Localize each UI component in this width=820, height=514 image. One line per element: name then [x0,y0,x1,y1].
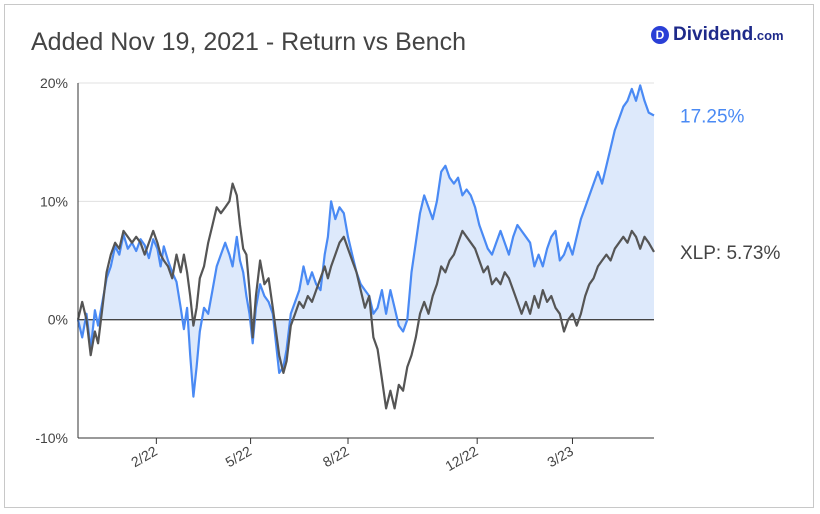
series-area-fill [78,85,654,397]
fill-layer [78,85,654,397]
brand-name: Dividend [673,24,754,45]
brand-logo[interactable]: D Dividend .com [651,22,784,48]
brand-d-icon: D [651,26,669,44]
chart-title: Added Nov 19, 2021 - Return vs Bench [31,28,466,56]
x-tick-label: 2/22 [128,443,160,471]
x-tick-label: 3/23 [544,443,576,471]
x-tick-label: 8/22 [320,443,352,471]
y-tick-label: 20% [40,75,68,91]
label-layer: 17.25% XLP: 5.73% [680,107,780,264]
y-tick-label: 0% [48,312,68,328]
line-layer [76,84,655,410]
bench-end-label: XLP: 5.73% [680,243,780,264]
x-tick-label: 5/22 [222,443,254,471]
y-tick-label: 10% [40,193,68,209]
x-tick-label: 12/22 [442,443,481,474]
bench-series-line [76,182,655,410]
stock-end-label: 17.25% [680,107,745,128]
brand-tld: .com [753,27,784,43]
stock-series-line [76,84,655,398]
y-tick-label: -10% [35,430,68,446]
